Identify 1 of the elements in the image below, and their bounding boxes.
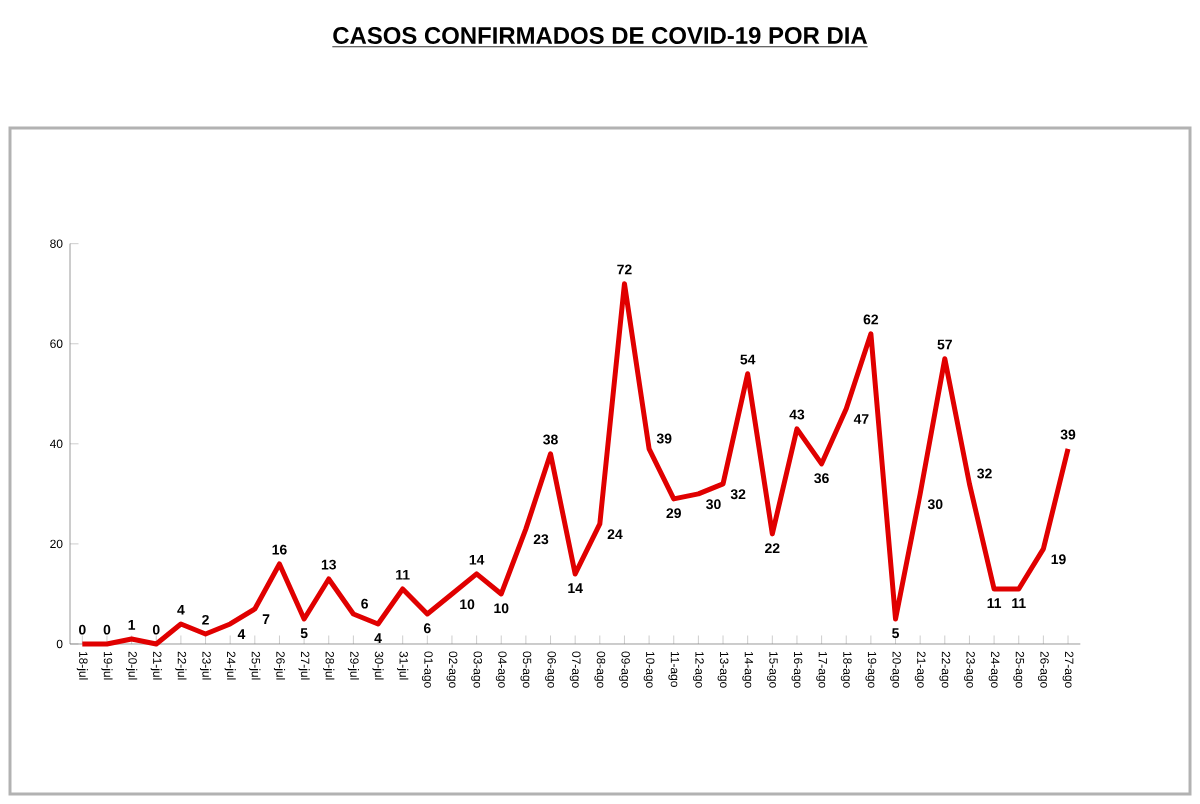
chart-title: CASOS CONFIRMADOS DE COVID-19 POR DIA — [333, 27, 868, 44]
